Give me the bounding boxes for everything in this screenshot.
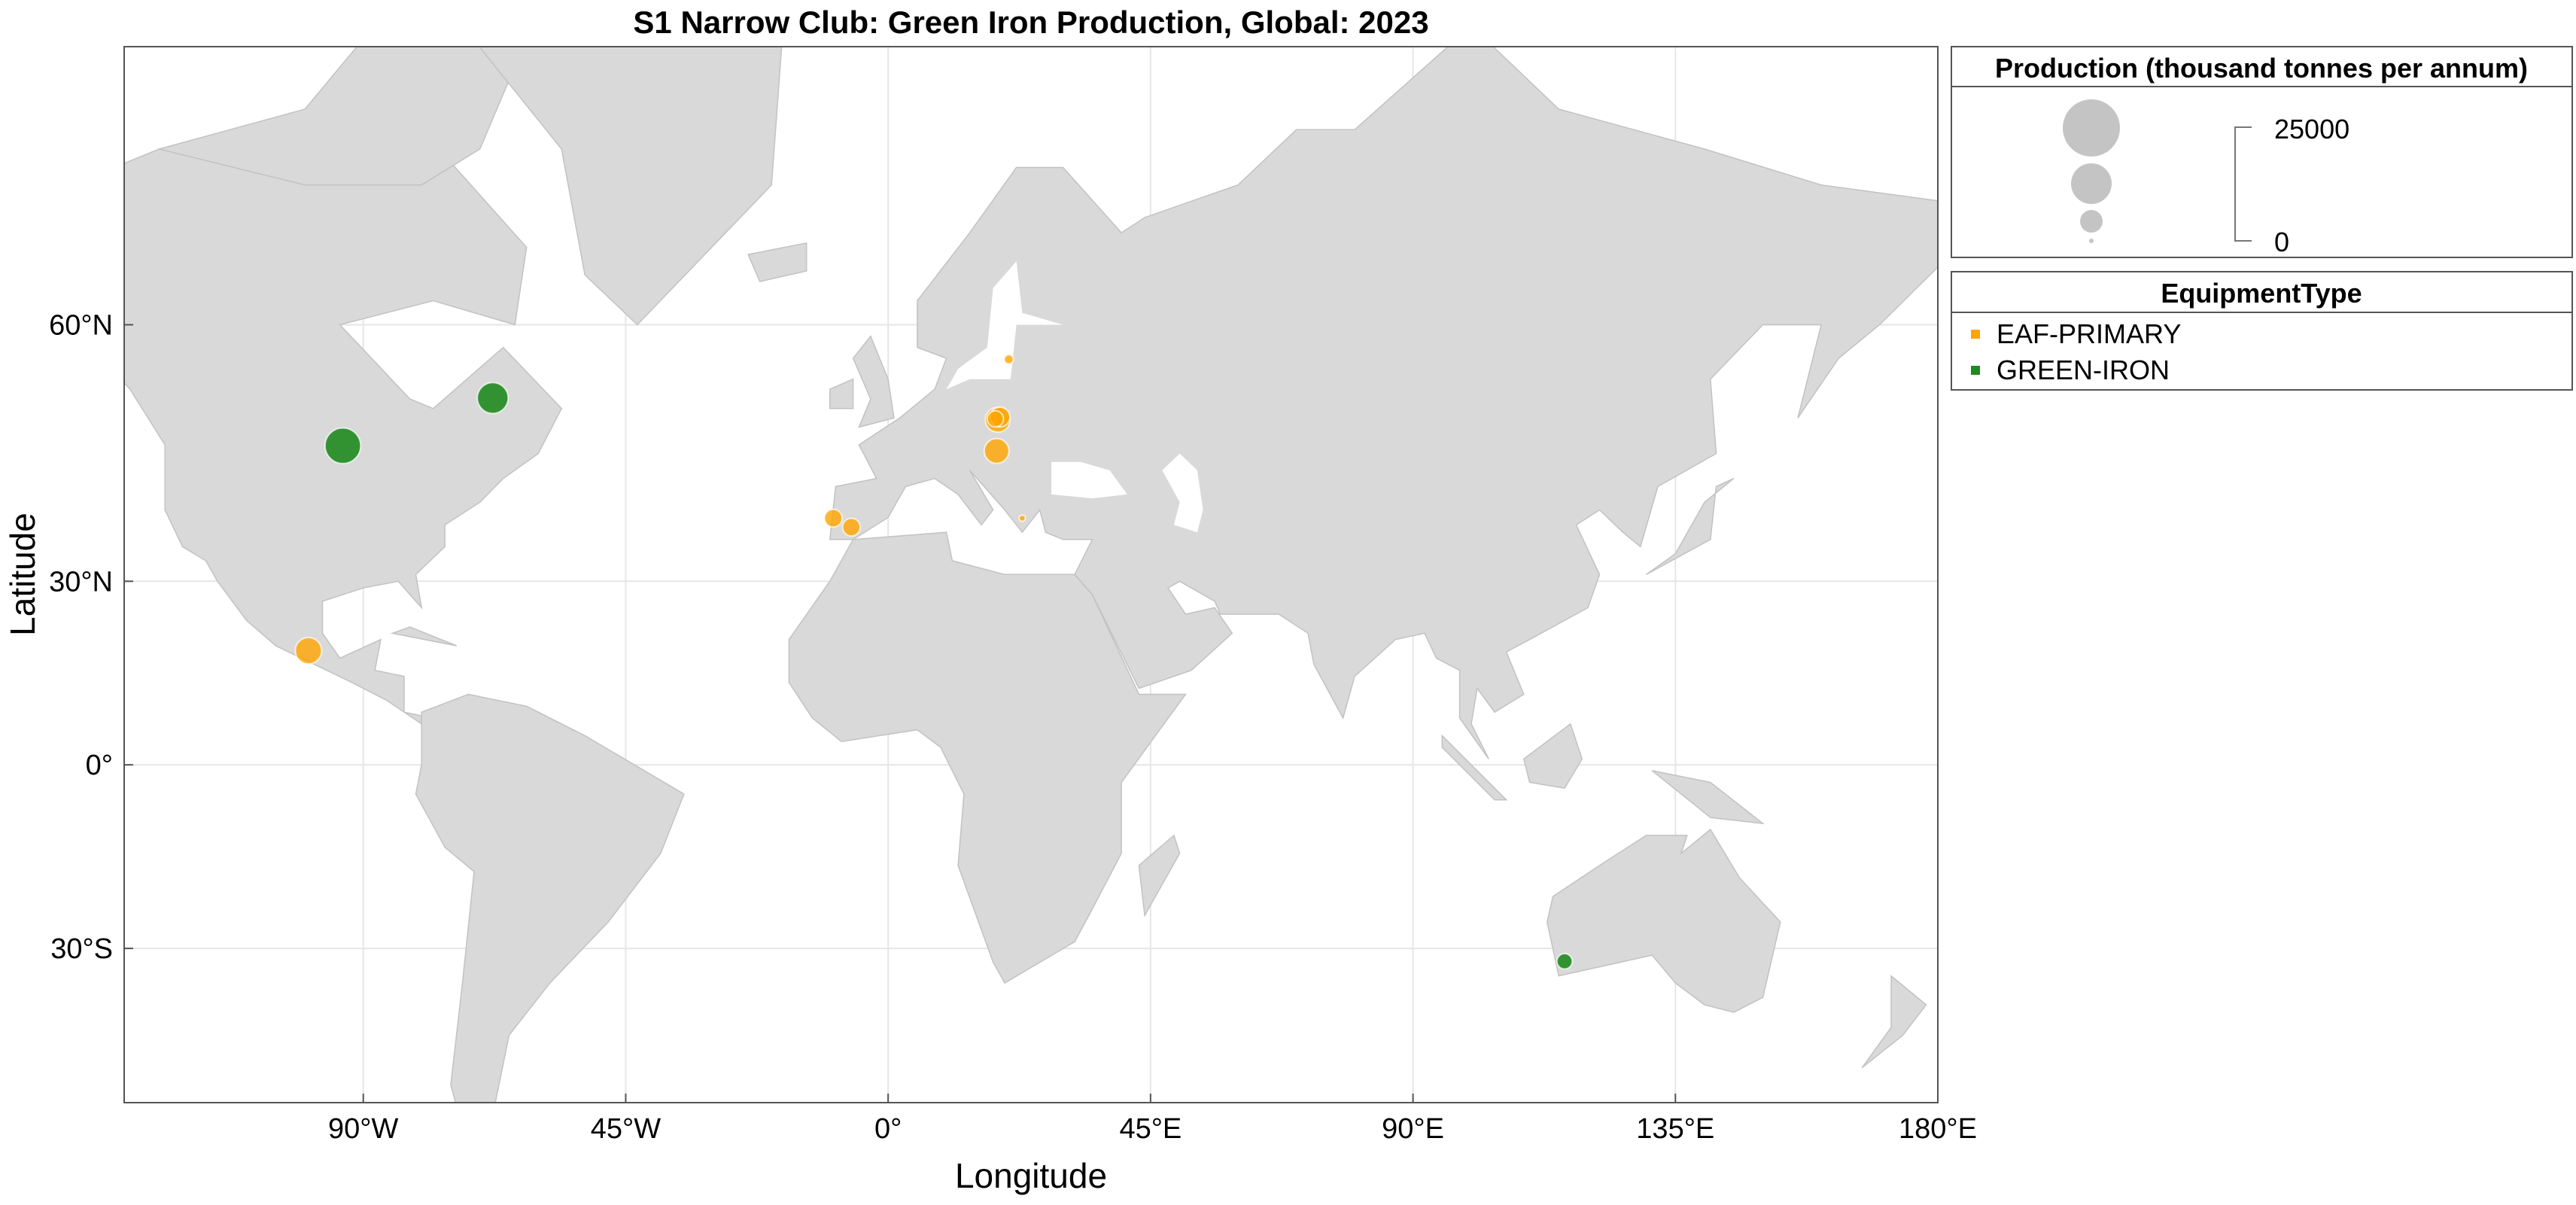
x-tick-label: 90°E: [1382, 1113, 1444, 1145]
size-legend-bubble-large: [2063, 99, 2120, 157]
bubble-eaf-primary: [986, 409, 1005, 428]
bubble-eaf-primary: [983, 437, 1010, 464]
size-legend-max: 25000: [2274, 114, 2349, 145]
x-axis-ticks: 90°W 45°W 0° 45°E 90°E 135°E 180°E: [328, 1094, 1977, 1145]
land-iceland: [747, 242, 807, 282]
legend-swatch-green-iron: [1971, 366, 1980, 375]
plot-frame: [123, 46, 1939, 1103]
x-tick-label: 0°: [874, 1113, 902, 1145]
land-africa: [788, 531, 1187, 984]
land-layer: [124, 47, 1938, 1103]
land-arctic-islands: [157, 47, 525, 186]
legend-label-green-iron: GREEN-IRON: [1997, 355, 2170, 385]
y-tick-label: 0°: [86, 750, 113, 781]
land-greenland: [478, 47, 783, 326]
bubble-eaf-primary: [1003, 354, 1014, 365]
legend-swatch-eaf-primary: [1971, 330, 1980, 339]
legend-label-eaf-primary: EAF-PRIMARY: [1997, 318, 2181, 349]
bubble-eaf-primary: [1018, 514, 1026, 522]
land-madagascar: [1138, 834, 1181, 917]
size-legend-bubble-medium: [2071, 163, 2112, 204]
size-legend: Production (thousand tonnes per annum) 2…: [1951, 46, 2573, 258]
size-legend-min: 0: [2274, 227, 2289, 257]
land-ireland: [829, 378, 854, 409]
size-legend-bubble-tiny: [2089, 239, 2094, 243]
color-legend-title: EquipmentType: [2161, 278, 2362, 309]
land-south-america: [415, 693, 685, 1103]
land-north-america: [124, 129, 563, 725]
x-tick-label: 45°W: [591, 1113, 661, 1145]
land-japan: [1646, 478, 1735, 575]
size-legend-bubble-small: [2080, 210, 2103, 233]
land-eurasia: [829, 47, 1938, 759]
land-sumatra: [1441, 734, 1508, 801]
size-legend-bracket: [2234, 126, 2252, 242]
y-tick-label: 30°N: [49, 566, 113, 598]
x-tick-label: 180°E: [1899, 1113, 1977, 1145]
bubble-eaf-primary: [294, 637, 323, 665]
land-new-guinea: [1651, 770, 1765, 825]
caspian-sea: [1162, 453, 1203, 533]
y-axis-label: Latitude: [3, 513, 42, 636]
bubble-eaf-primary: [823, 508, 844, 528]
y-tick-label: 30°S: [50, 933, 113, 965]
land-borneo: [1522, 723, 1583, 790]
bubble-green-iron: [476, 382, 509, 415]
color-legend: EquipmentType EAF-PRIMARY GREEN-IRON: [1951, 271, 2573, 391]
size-legend-title: Production (thousand tonnes per annum): [1995, 53, 2528, 84]
x-tick-label: 45°E: [1119, 1113, 1182, 1145]
bubble-layer: [294, 354, 1574, 970]
bubble-green-iron: [1556, 953, 1574, 970]
land-australia: [1547, 828, 1781, 1013]
bubble-green-iron: [324, 427, 362, 464]
x-tick-label: 135°E: [1636, 1113, 1714, 1145]
land-new-zealand: [1861, 975, 1927, 1069]
y-axis-ticks: 60°N 30°N 0° 30°S: [49, 309, 133, 965]
x-axis-label: Longitude: [955, 1156, 1107, 1195]
x-tick-label: 90°W: [328, 1113, 398, 1145]
y-tick-label: 60°N: [49, 309, 113, 341]
bubble-eaf-primary: [841, 517, 862, 537]
land-great-britain: [852, 335, 895, 428]
chart-title: S1 Narrow Club: Green Iron Production, G…: [633, 5, 1428, 40]
baltic-sea: [946, 261, 1063, 390]
land-cuba: [390, 626, 457, 647]
black-sea: [1051, 461, 1127, 499]
